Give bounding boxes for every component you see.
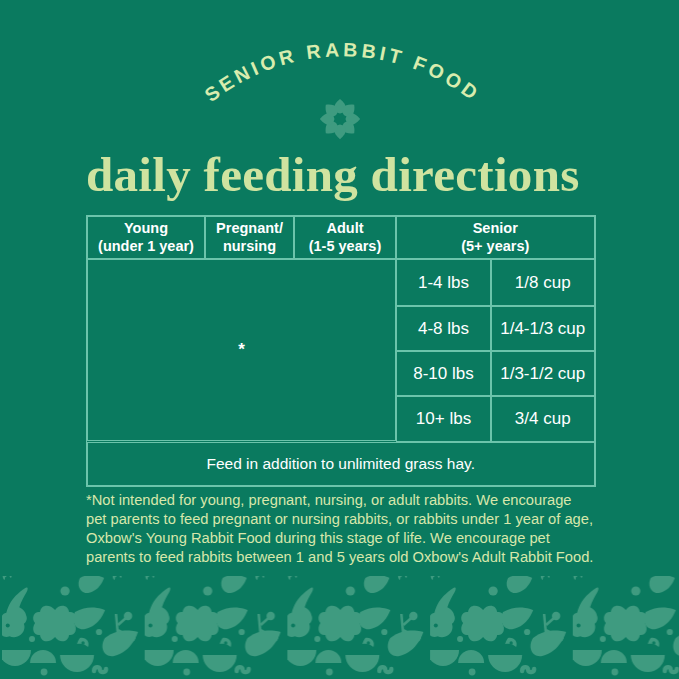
svg-text:SENIOR RABBIT FOOD: SENIOR RABBIT FOOD (200, 38, 485, 106)
